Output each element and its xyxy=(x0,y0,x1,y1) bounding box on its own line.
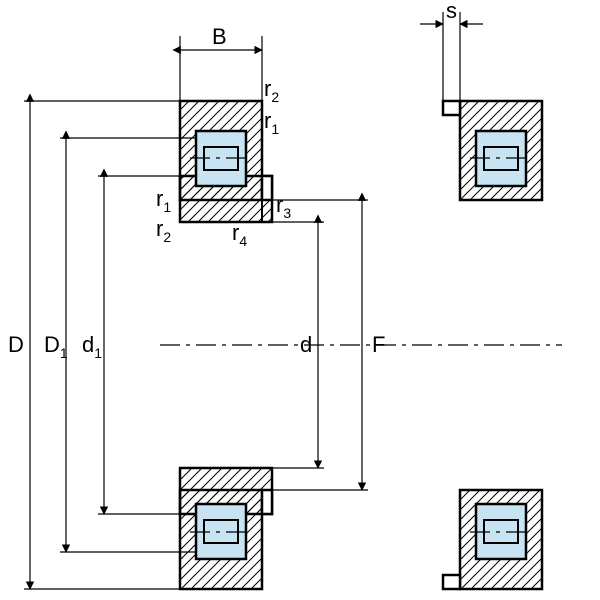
snap-groove-top xyxy=(443,101,460,115)
dim-s: s xyxy=(420,0,483,101)
B-label: B xyxy=(212,24,227,49)
D1-label: D1 xyxy=(44,332,68,361)
r3-label: r3 xyxy=(276,192,291,221)
flange-top xyxy=(262,176,272,200)
r4-label: r4 xyxy=(232,220,247,249)
bearing-diagram: B s D D1 d1 d F xyxy=(0,0,600,600)
flange-bot xyxy=(262,490,272,514)
snap-groove-bot xyxy=(443,575,460,589)
r1-label-top: r1 xyxy=(264,108,279,137)
dim-B: B xyxy=(180,24,262,101)
d1-label: d1 xyxy=(82,332,102,361)
r2-label-left: r2 xyxy=(156,216,171,245)
r1-label-left: r1 xyxy=(156,186,171,215)
F-label: F xyxy=(372,332,385,357)
s-label: s xyxy=(446,0,457,23)
d-label: d xyxy=(300,332,312,357)
r2-label-top: r2 xyxy=(264,76,279,105)
D-label: D xyxy=(8,332,24,357)
